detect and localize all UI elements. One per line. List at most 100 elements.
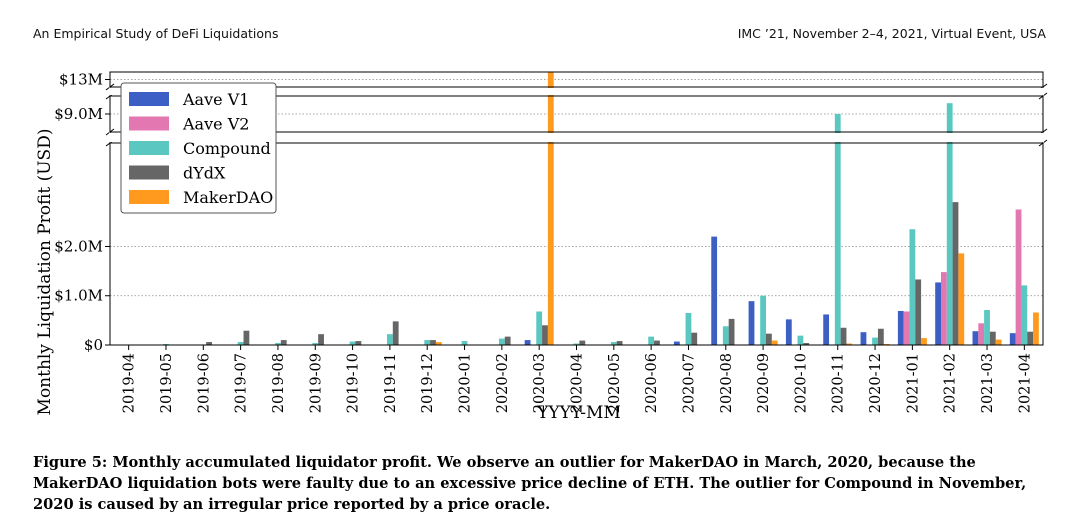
bar-aave-v1 <box>524 340 531 345</box>
bar-aave-v1 <box>860 332 867 345</box>
bar-compound <box>760 295 766 345</box>
figure-caption: Figure 5: Monthly accumulated liquidator… <box>33 454 1027 513</box>
x-tick-label: 2019-07 <box>234 353 250 413</box>
y-tick-label: $1.0M <box>54 287 103 305</box>
bar-aave-v1 <box>673 341 680 345</box>
x-tick-label: 2020-12 <box>868 353 884 413</box>
bar-compound <box>573 343 580 345</box>
bar-makerdao <box>958 253 965 345</box>
x-tick-label: 2020-08 <box>719 353 735 413</box>
bar-dydx <box>989 331 996 345</box>
x-tick-label: 2020-04 <box>570 353 586 413</box>
bar-compound <box>424 340 431 345</box>
bar-aave-v1 <box>972 331 979 345</box>
bar-compound <box>610 342 617 345</box>
bar-dydx <box>691 332 698 345</box>
bar-compound <box>275 343 281 345</box>
legend-label: MakerDAO <box>183 188 273 207</box>
bar-aave-v2 <box>1015 209 1022 345</box>
bar-dydx <box>355 341 362 345</box>
bar-compound <box>461 341 468 345</box>
running-header-right: IMC ’21, November 2–4, 2021, Virtual Eve… <box>737 26 1046 41</box>
bar-dydx <box>280 340 287 345</box>
bar-compound <box>685 312 692 345</box>
bar-dydx <box>430 340 436 345</box>
y-tick-labels: $0 $1.0M $2.0M $9.0M $13M <box>54 71 103 355</box>
x-tick-label: 2020-07 <box>681 353 697 413</box>
bar-dydx <box>877 328 884 345</box>
x-tick-label: 2021-01 <box>905 353 921 413</box>
bar-dydx <box>952 202 959 345</box>
bar-compound <box>536 311 543 345</box>
y-tick-label: $0 <box>84 336 103 354</box>
legend: Aave V1 Aave V2 Compound dYdX MakerDAO <box>120 82 277 214</box>
bar-compound <box>722 326 729 345</box>
legend-swatch <box>129 141 169 155</box>
bar-aave-v2 <box>978 323 985 345</box>
bar-makerdao <box>771 340 778 345</box>
axis-break-gap <box>109 88 1044 95</box>
legend-swatch <box>129 92 169 106</box>
bar-dydx <box>728 318 735 345</box>
bar-makerdao <box>1033 312 1039 345</box>
bar-aave-v2 <box>903 311 910 345</box>
bar-compound <box>387 334 393 345</box>
legend-label: dYdX <box>183 164 226 183</box>
x-tick-label: 2021-04 <box>1017 353 1033 413</box>
bar-compound <box>834 114 841 345</box>
bar-aave-v1 <box>823 314 830 345</box>
bar-dydx <box>318 334 324 345</box>
liquidation-profit-chart: 2019-04 2019-05 2019-06 2019-07 2019-08 2019-… <box>35 71 1048 423</box>
axis-break-gap <box>109 133 1044 142</box>
x-tick-label: 2020-11 <box>831 353 847 413</box>
bar-compound <box>498 338 505 345</box>
bar-dydx <box>579 340 586 345</box>
bar-compound <box>797 335 804 345</box>
bar-makerdao <box>995 339 1002 345</box>
bar-aave-v1 <box>897 311 904 345</box>
bar-dydx <box>392 321 399 345</box>
bar-dydx <box>1027 331 1034 345</box>
x-tick-label: 2021-03 <box>980 353 996 413</box>
running-header-left: An Empirical Study of DeFi Liquidations <box>33 26 279 41</box>
legend-label: Aave V1 <box>182 90 249 109</box>
bar-aave-v1 <box>785 319 792 345</box>
legend-label: Compound <box>183 139 271 158</box>
x-tick-label: 2019-09 <box>308 353 324 413</box>
bar-makerdao <box>547 72 554 345</box>
y-tick-label: $2.0M <box>54 237 103 255</box>
legend-box <box>120 82 277 214</box>
x-tick-label: 2020-06 <box>644 353 660 413</box>
bar-dydx <box>206 342 212 345</box>
x-tick-label: 2019-11 <box>383 353 399 413</box>
bar-dydx <box>654 340 660 345</box>
bar-compound <box>872 337 878 345</box>
bar-compound <box>984 310 990 345</box>
y-axis-label: Monthly Liquidation Profit (USD) <box>35 129 55 416</box>
x-tick-label: 2020-03 <box>532 353 548 413</box>
x-tick-label: 2020-10 <box>793 353 809 413</box>
bar-makerdao <box>921 338 927 345</box>
x-tick-label: 2020-09 <box>756 353 772 413</box>
bar-dydx <box>840 327 847 345</box>
bar-aave-v1 <box>935 282 941 345</box>
x-tick-label: 2020-02 <box>495 353 511 413</box>
x-tick-label: 2020-01 <box>458 353 474 413</box>
bar-aave-v1 <box>711 236 718 345</box>
bar-dydx <box>803 343 810 345</box>
bar-compound <box>237 342 244 345</box>
bar-dydx <box>915 279 922 345</box>
x-tick-label: 2019-08 <box>271 353 287 413</box>
bar-compound <box>349 341 356 345</box>
x-tick-label: 2019-05 <box>159 353 175 413</box>
axes <box>105 71 1044 350</box>
bar-dydx <box>616 341 623 345</box>
x-tick-label: 2019-10 <box>346 353 362 413</box>
y-tick-label: $9.0M <box>54 105 103 123</box>
x-tick-label: 2019-06 <box>196 353 212 413</box>
x-tick-label: 2020-05 <box>607 353 623 413</box>
x-tick-label: 2021-02 <box>943 353 959 413</box>
x-tick-label: 2019-12 <box>420 353 436 413</box>
bar-aave-v2 <box>941 272 947 345</box>
bar-dydx <box>243 330 250 345</box>
